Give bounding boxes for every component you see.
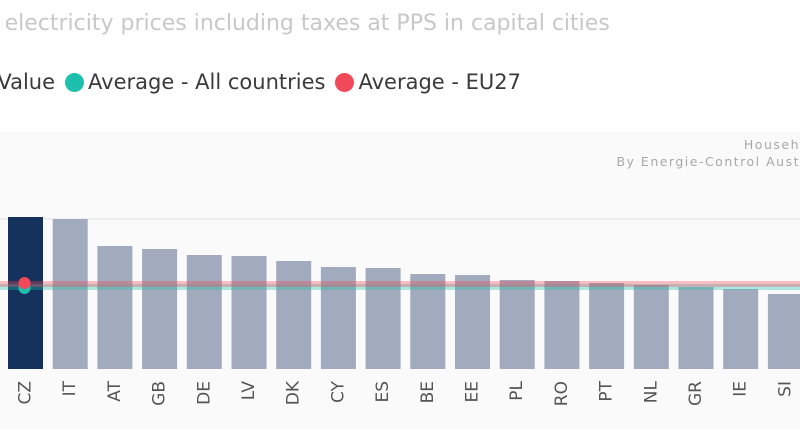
- bar-lv[interactable]: [231, 256, 267, 369]
- x-tick-label-at: AT: [105, 380, 125, 401]
- average-eu27-marker[interactable]: [18, 277, 31, 289]
- legend-label-average-all: Average - All countries: [88, 70, 326, 94]
- bar-es[interactable]: [365, 268, 401, 369]
- x-tick-label-lv: LV: [239, 381, 259, 401]
- bar-de[interactable]: [186, 255, 222, 369]
- bar-dk[interactable]: [276, 261, 312, 369]
- legend-dot-average-eu27-icon: [335, 72, 355, 92]
- x-tick-label-cy: CY: [328, 380, 348, 403]
- legend-label-average-eu27: Average - EU27: [358, 70, 521, 94]
- x-tick-label-es: ES: [373, 381, 393, 403]
- bar-at[interactable]: [97, 246, 133, 369]
- bar-ro[interactable]: [544, 281, 580, 369]
- legend-item-average-all[interactable]: Average - All countries: [65, 70, 325, 94]
- bar-be[interactable]: [410, 274, 446, 369]
- bar-gb[interactable]: [142, 249, 178, 369]
- watermark-line-2: By Energie-Control Aust: [616, 154, 800, 169]
- legend-item-average-eu27[interactable]: Average - EU27: [335, 70, 521, 94]
- bar-ie[interactable]: [723, 289, 759, 369]
- x-tick-label-ee: EE: [463, 381, 483, 402]
- chart-title: al electricity prices including taxes at…: [0, 11, 610, 36]
- x-tick-label-si: SI: [775, 381, 795, 397]
- x-tick-label-cz: CZ: [16, 381, 36, 405]
- bar-it[interactable]: [52, 219, 88, 369]
- x-tick-label-be: BE: [418, 381, 438, 403]
- bar-si[interactable]: [767, 294, 800, 369]
- x-tick-label-gb: GB: [150, 381, 170, 406]
- x-tick-label-pl: PL: [507, 380, 527, 400]
- legend-dot-average-all-icon: [65, 72, 85, 92]
- x-tick-label-pt: PT: [597, 380, 617, 401]
- x-tick-label-nl: NL: [641, 380, 661, 403]
- bar-pl[interactable]: [499, 280, 535, 369]
- x-tick-label-ie: IE: [731, 381, 751, 397]
- legend-item-value[interactable]: ty Value: [0, 70, 55, 94]
- legend-label-value: ty Value: [0, 70, 56, 94]
- bar-gr[interactable]: [678, 287, 714, 369]
- bar-nl[interactable]: [633, 285, 669, 369]
- legend: ty Value Average - All countries Average…: [0, 70, 531, 94]
- x-tick-label-it: IT: [60, 380, 80, 396]
- x-tick-label-gr: GR: [686, 381, 706, 406]
- bar-cy[interactable]: [320, 267, 356, 369]
- x-tick-label-de: DE: [194, 381, 214, 405]
- x-tick-label-ro: RO: [552, 381, 572, 406]
- bar-ee[interactable]: [455, 275, 490, 369]
- watermark-line-1: Househ: [744, 137, 800, 152]
- bar-pt[interactable]: [589, 283, 625, 369]
- x-tick-label-dk: DK: [284, 380, 304, 405]
